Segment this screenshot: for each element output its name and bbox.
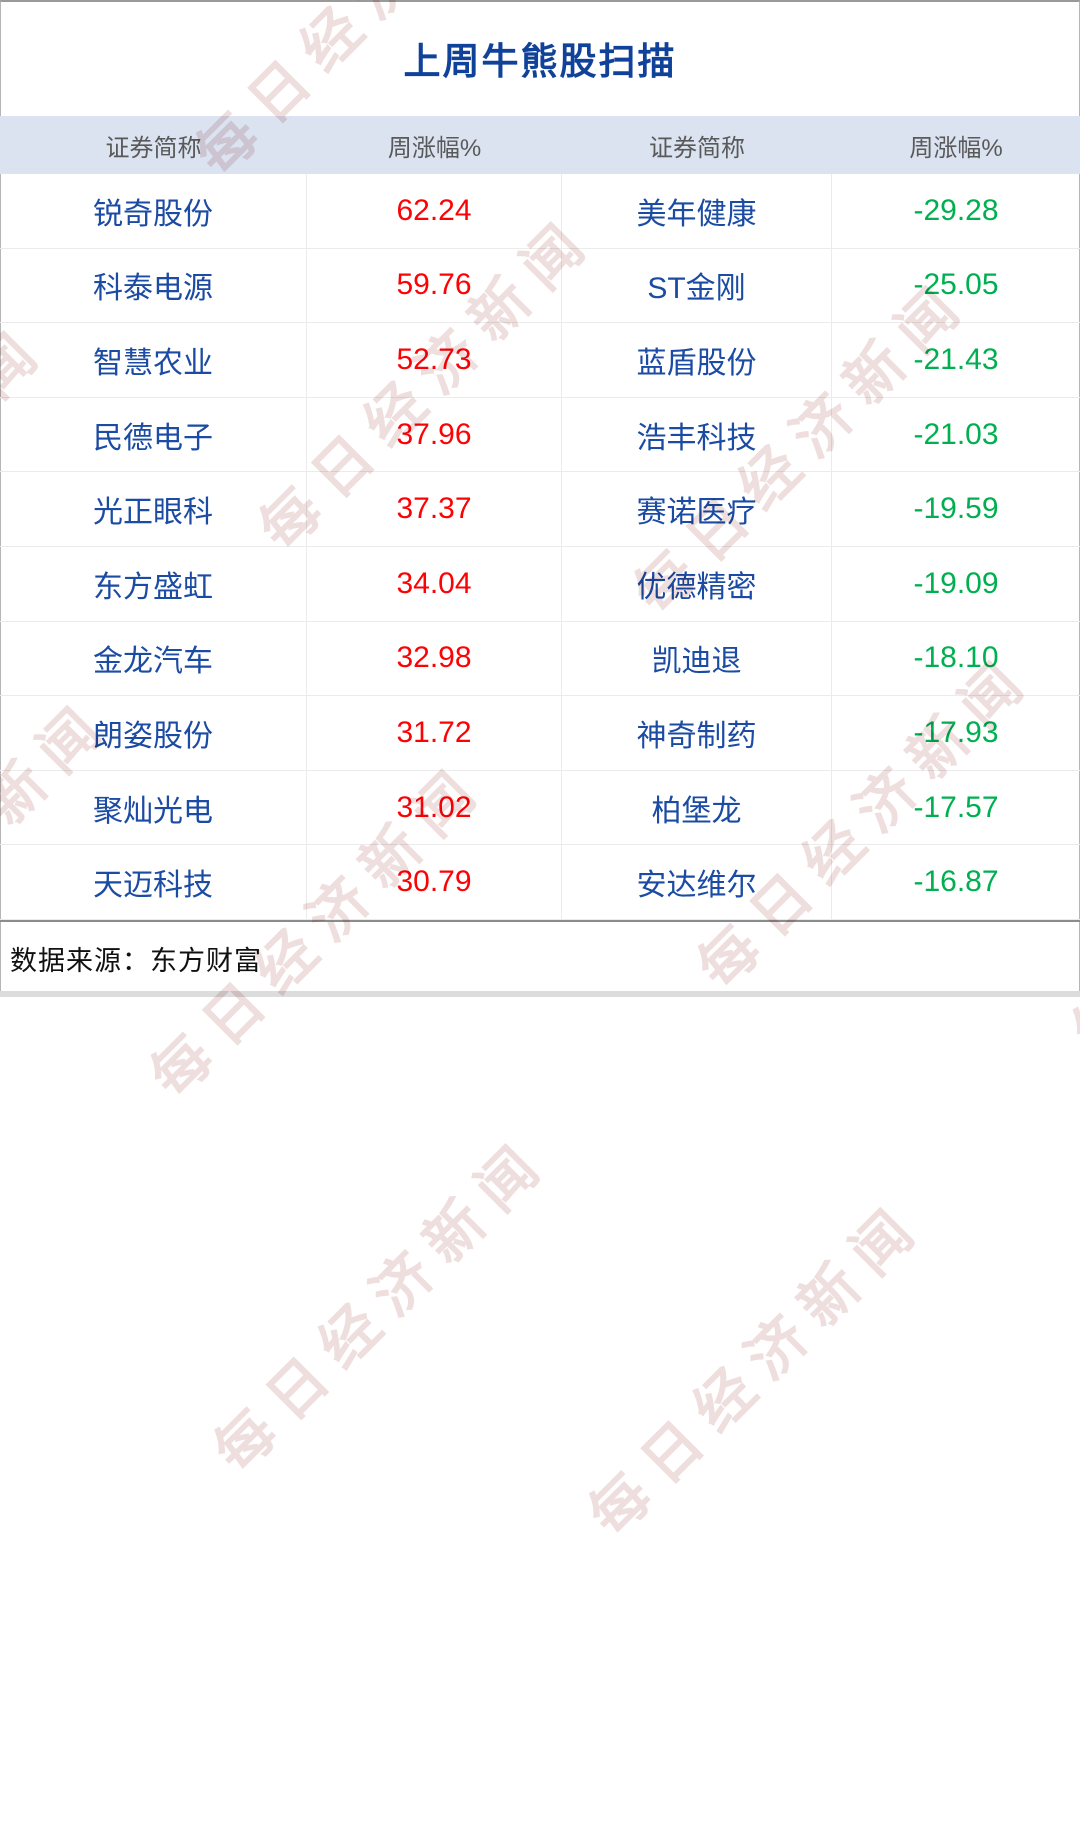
loser-name-cell: 柏堡龙 — [562, 770, 832, 846]
table-footer: 数据来源：东方财富 — [0, 919, 1080, 995]
loser-name-cell: 优德精密 — [562, 546, 832, 622]
loser-name-cell: 凯迪退 — [562, 621, 832, 697]
data-source-label: 数据来源：东方财富 — [10, 945, 262, 976]
loser-name-cell: 安达维尔 — [562, 845, 832, 920]
loser-change-cell: -19.09 — [832, 547, 1080, 622]
gainer-change-cell: 37.37 — [307, 472, 562, 547]
loser-change-cell: -17.57 — [832, 771, 1080, 846]
gainer-change-cell: 52.73 — [307, 323, 562, 398]
gainer-change-cell: 34.04 — [307, 546, 562, 622]
stock-table: 证券简称 周涨幅% 证券简称 周涨幅% 锐奇股份 62.24 美年健康 -29.28 科… — [0, 116, 1080, 920]
gainer-name-cell: 金龙汽车 — [0, 621, 307, 697]
header-security-name-left: 证券简称 — [105, 134, 202, 162]
gainer-name-cell: 科泰电源 — [0, 248, 307, 324]
loser-name-cell: 美年健康 — [562, 174, 832, 249]
loser-change-cell: -16.87 — [832, 845, 1080, 920]
gainer-change-cell: 62.24 — [307, 174, 562, 249]
gainer-change-cell: 31.72 — [307, 696, 562, 771]
loser-change-cell: -21.43 — [832, 323, 1080, 398]
loser-change-cell: -17.93 — [832, 696, 1080, 771]
loser-name-cell: 蓝盾股份 — [562, 323, 832, 398]
gainer-name-cell: 朗姿股份 — [0, 696, 307, 771]
bottom-strip — [0, 991, 1080, 997]
loser-change-cell: -29.28 — [832, 174, 1080, 249]
gainer-name-cell: 天迈科技 — [0, 845, 307, 920]
watermark-text: 每日经济新闻 — [202, 1125, 563, 1485]
loser-name-cell: 神奇制药 — [562, 696, 832, 771]
header-weekly-change-left: 周涨幅% — [387, 134, 482, 162]
gainer-change-cell: 30.79 — [307, 845, 562, 920]
header-weekly-change-right: 周涨幅% — [909, 134, 1003, 162]
gainer-name-cell: 智慧农业 — [0, 323, 307, 398]
gainer-name-cell: 锐奇股份 — [0, 174, 307, 249]
watermark-text: 每日经济新闻 — [576, 1188, 937, 1549]
loser-change-cell: -18.10 — [832, 622, 1080, 697]
loser-change-cell: -25.05 — [832, 249, 1080, 324]
gainer-change-cell: 32.98 — [307, 621, 562, 697]
loser-name-cell: ST金刚 — [562, 248, 832, 324]
table-header-row: 证券简称 周涨幅% 证券简称 周涨幅% — [0, 116, 1080, 174]
gainer-change-cell: 59.76 — [307, 248, 562, 324]
gainer-name-cell: 聚灿光电 — [0, 770, 307, 846]
title-bar: 上周牛熊股扫描 — [0, 0, 1080, 116]
loser-change-cell: -21.03 — [832, 398, 1080, 473]
gainer-name-cell: 光正眼科 — [0, 472, 307, 547]
page-title: 上周牛熊股扫描 — [403, 41, 677, 82]
gainer-change-cell: 31.02 — [307, 770, 562, 846]
stock-table-body: 锐奇股份 62.24 美年健康 -29.28 科泰电源 59.76 ST金刚 -25.05 智慧… — [0, 174, 1080, 920]
loser-name-cell: 赛诺医疗 — [562, 472, 832, 547]
gainer-name-cell: 民德电子 — [0, 397, 307, 473]
header-security-name-right: 证券简称 — [649, 134, 745, 162]
gainer-name-cell: 东方盛虹 — [0, 546, 307, 622]
gainer-change-cell: 37.96 — [307, 397, 562, 473]
loser-change-cell: -19.59 — [832, 472, 1080, 547]
loser-name-cell: 浩丰科技 — [562, 397, 832, 473]
